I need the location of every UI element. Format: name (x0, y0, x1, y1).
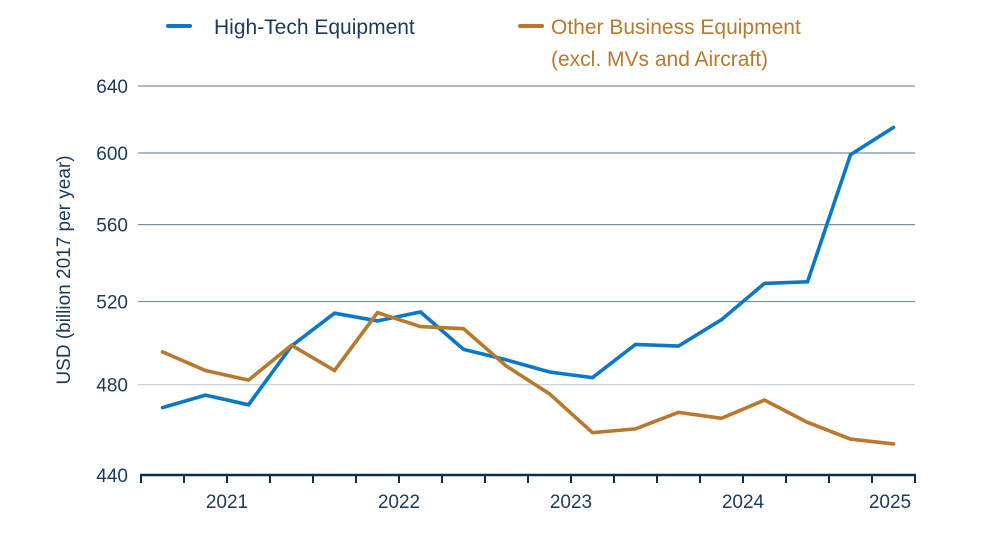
y-tick-label: 640 (96, 77, 128, 98)
x-tick-label: 2021 (206, 492, 248, 513)
y-tick-label: 560 (96, 216, 128, 237)
y-axis-title: USD (billion 2017 per year) (54, 155, 75, 384)
legend-label-high-tech: High-Tech Equipment (214, 16, 415, 39)
x-tick-label: 2025 (869, 492, 911, 513)
y-tick-label: 520 (96, 293, 128, 314)
series-lines (160, 125, 896, 446)
y-tick-label: 480 (96, 376, 128, 397)
legend: High-Tech Equipment Other Business Equip… (166, 16, 801, 71)
x-tick-label: 2024 (722, 492, 765, 513)
gridlines (138, 85, 915, 386)
legend-label-other-business-line2: (excl. MVs and Aircraft) (551, 48, 768, 71)
x-tick-label: 2023 (550, 492, 592, 513)
x-tick-label: 2022 (378, 492, 420, 513)
y-tick-label: 440 (96, 466, 128, 487)
x-axis: 2021 2022 2023 2024 2025 (140, 473, 916, 513)
series-line-0 (160, 125, 896, 410)
series-line-1 (160, 310, 896, 446)
y-tick-label: 600 (96, 144, 128, 165)
y-axis-tick-labels: 440 480 520 560 600 640 (96, 77, 128, 487)
legend-label-other-business: Other Business Equipment (551, 16, 801, 39)
